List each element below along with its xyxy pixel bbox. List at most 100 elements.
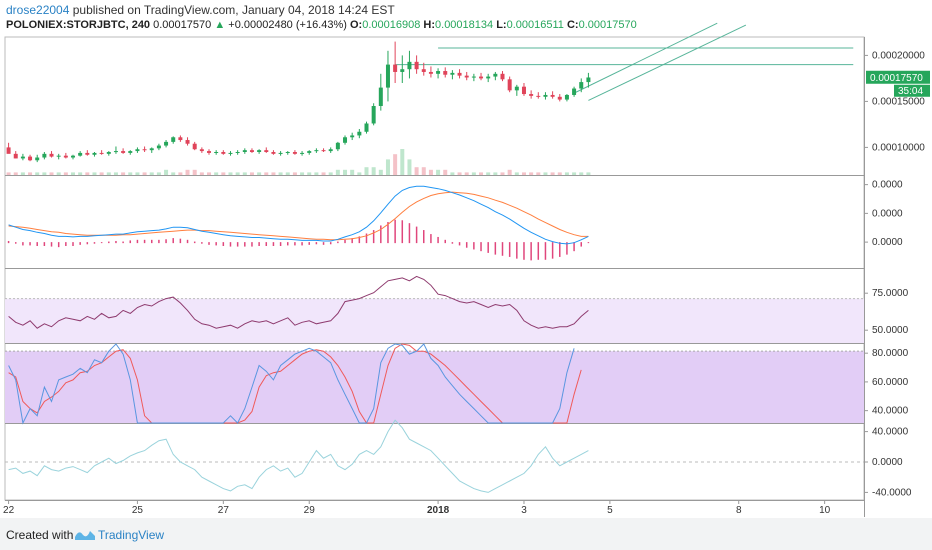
macd-signal-line — [8, 191, 589, 241]
volume-bar — [479, 172, 484, 175]
stoch-tick-label: 40.0000 — [872, 406, 909, 417]
last-price-label: 0.00017570 — [870, 73, 923, 84]
volume-bar — [457, 172, 462, 175]
candle-body — [278, 152, 283, 154]
candle-body — [49, 153, 54, 157]
candle-body — [564, 94, 569, 100]
volume-bar — [185, 169, 190, 175]
high-label: H: — [423, 19, 436, 31]
candle-body — [156, 145, 161, 149]
candle-body — [285, 152, 290, 153]
volume-bar — [436, 169, 441, 175]
candle-body — [192, 143, 197, 150]
volume-bar — [20, 172, 25, 175]
time-tick-label: 8 — [736, 505, 742, 516]
candle-body — [142, 149, 147, 151]
candle-body — [421, 69, 426, 72]
candle-body — [350, 135, 355, 138]
tradingview-brand-link[interactable]: TradingView — [98, 528, 165, 542]
time-tick-label: 29 — [304, 505, 316, 516]
volume-bar — [493, 172, 498, 175]
volume-bar — [6, 172, 11, 175]
candle-body — [63, 155, 68, 158]
candle-body — [271, 152, 276, 154]
candle-body — [521, 86, 526, 95]
publisher-user[interactable]: drose22004 — [6, 3, 70, 17]
volume-bar — [328, 172, 333, 175]
osc-tick-label: 0.0000 — [872, 457, 903, 468]
volume-bar — [357, 172, 362, 175]
volume-bar — [199, 172, 204, 175]
ohlc-line: POLONIEX:STORJBTC, 240 0.00017570 ▲ +0.0… — [6, 19, 637, 31]
publisher-line: drose22004 published on TradingView.com,… — [6, 3, 395, 17]
volume-bar — [307, 172, 312, 175]
volume-bar — [464, 172, 469, 175]
close-value: 0.00017570 — [578, 19, 637, 31]
candle-body — [371, 106, 376, 124]
volume-bar — [421, 167, 426, 175]
candle-body — [493, 73, 498, 77]
candle-body — [586, 77, 591, 83]
candle-body — [149, 148, 154, 151]
candle-body — [579, 82, 584, 89]
macd-tick-label: 0.0000 — [872, 237, 903, 248]
candle-body — [428, 71, 433, 74]
volume-bar — [428, 169, 433, 175]
candle-body — [78, 152, 83, 156]
volume-bar — [314, 172, 319, 175]
symbol-label: POLONIEX:STORJBTC, 240 — [6, 19, 151, 31]
candle-body — [6, 147, 11, 154]
time-tick-label: 2018 — [427, 505, 450, 516]
volume-bar — [63, 172, 68, 175]
countdown-badge — [894, 84, 930, 97]
candle-body — [135, 149, 140, 152]
volume-bar — [343, 169, 348, 175]
candle-body — [106, 152, 111, 154]
candle-body — [321, 150, 326, 152]
volume-bar — [242, 172, 247, 175]
volume-bar — [92, 172, 97, 175]
candle-body — [335, 142, 340, 150]
volume-bar — [28, 172, 33, 175]
volume-bar — [128, 172, 133, 175]
volume-bar — [42, 172, 47, 175]
candle-body — [328, 149, 333, 152]
volume-bar — [400, 149, 405, 175]
chart-canvas[interactable]: 0.00020000 0.00015000 0.00010000 0.00017570… — [0, 0, 932, 518]
candle-body — [357, 131, 362, 136]
volume-bar — [257, 172, 262, 175]
candle-body — [292, 152, 297, 154]
candle-body — [543, 94, 548, 97]
candle-body — [257, 150, 262, 152]
candle-body — [500, 73, 505, 80]
volume-bar — [321, 172, 326, 175]
candle-body — [514, 86, 519, 91]
stoch-tick-label: 80.0000 — [872, 348, 909, 359]
volume-bar — [586, 172, 591, 175]
volume-bar — [385, 159, 390, 175]
candle-body — [307, 151, 312, 153]
volume-bar — [557, 172, 562, 175]
time-tick-label: 27 — [218, 505, 230, 516]
volume-bar — [414, 167, 419, 175]
volume-bar — [271, 172, 276, 175]
price-change: +0.00002480 (+16.43%) — [228, 19, 347, 31]
candle-body — [407, 61, 412, 70]
candle-body — [221, 152, 226, 154]
candle-body — [471, 76, 476, 78]
candle-body — [249, 150, 254, 152]
candle-body — [507, 79, 512, 91]
macd-tick-label: 0.0000 — [872, 180, 903, 191]
rsi-band — [5, 298, 864, 343]
volume-bar — [514, 172, 519, 175]
candle-body — [171, 137, 176, 142]
open-label: O: — [349, 19, 363, 31]
created-with-text: Created with — [6, 528, 74, 542]
candle-body — [99, 152, 104, 154]
volume-bar — [235, 172, 240, 175]
macd-tick-label: 0.0000 — [872, 208, 903, 219]
volume-bar — [13, 172, 18, 175]
volume-bar — [536, 172, 541, 175]
price-tick-label: 0.00015000 — [872, 96, 925, 107]
candle-body — [199, 149, 204, 152]
